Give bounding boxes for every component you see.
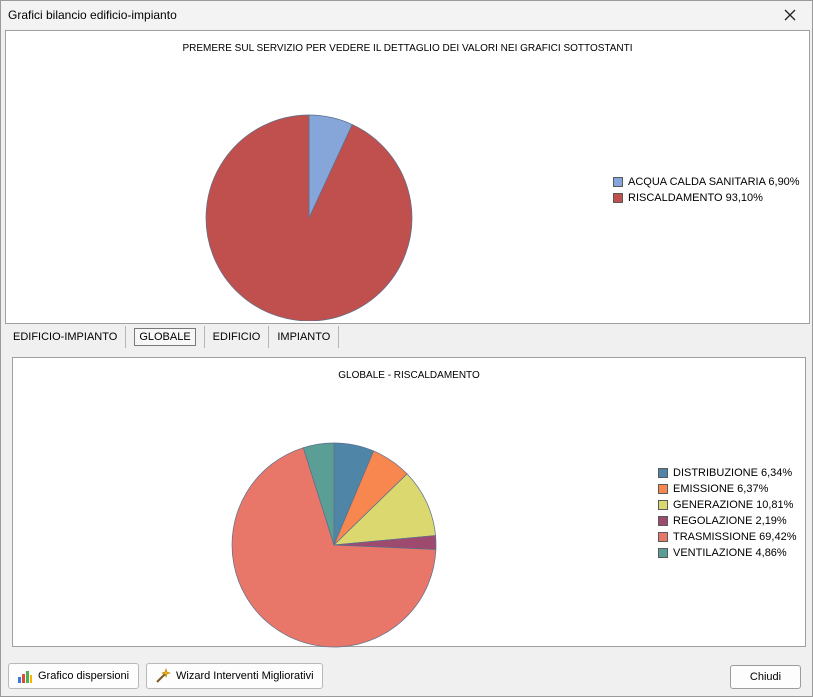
wizard-button[interactable]: Wizard Interventi Migliorativi (146, 663, 323, 689)
tab-label: GLOBALE (134, 328, 196, 346)
legend-item-regolazione[interactable]: REGOLAZIONE 2,19% (658, 515, 787, 527)
tab-impianto[interactable]: IMPIANTO (269, 326, 340, 348)
bottom-pie-chart (231, 442, 437, 648)
pie-slice-ventilazione[interactable] (302, 442, 335, 546)
tab-label: EDIFICIO-IMPIANTO (13, 331, 118, 343)
close-icon (784, 9, 796, 21)
tab-bar: EDIFICIO-IMPIANTO GLOBALE EDIFICIO IMPIA… (5, 326, 340, 348)
legend-item-trasmissione[interactable]: TRASMISSIONE 69,42% (658, 531, 797, 543)
top-pie-chart (205, 114, 413, 321)
legend-item-riscaldamento[interactable]: RISCALDAMENTO 93,10% (613, 192, 763, 204)
legend-item-distribuzione[interactable]: DISTRIBUZIONE 6,34% (658, 467, 792, 479)
legend-label: RISCALDAMENTO 93,10% (628, 192, 763, 204)
legend-swatch (613, 193, 623, 203)
pie-slice-riscaldamento[interactable] (205, 114, 413, 321)
legend-swatch (613, 177, 623, 187)
pie-slice-trasmissione[interactable] (231, 447, 437, 648)
top-chart-title: PREMERE SUL SERVIZIO PER VEDERE IL DETTA… (182, 43, 633, 54)
legend-item-ventilazione[interactable]: VENTILAZIONE 4,86% (658, 547, 787, 559)
title-bar: Grafici bilancio edificio-impianto (1, 1, 812, 29)
window-close-button[interactable] (768, 1, 812, 29)
wizard-wand-icon (155, 668, 171, 684)
legend-swatch (658, 468, 668, 478)
legend-item-acqua[interactable]: ACQUA CALDA SANITARIA 6,90% (613, 176, 800, 188)
button-label: Chiudi (749, 671, 782, 683)
tab-edificio-impianto[interactable]: EDIFICIO-IMPIANTO (5, 326, 127, 348)
legend-label: EMISSIONE 6,37% (673, 483, 769, 495)
tab-globale[interactable]: GLOBALE (126, 326, 205, 348)
legend-item-generazione[interactable]: GENERAZIONE 10,81% (658, 499, 793, 511)
tab-label: IMPIANTO (277, 331, 331, 343)
legend-label: VENTILAZIONE 4,86% (673, 547, 787, 559)
bottom-chart-panel: GLOBALE - RISCALDAMENTO DISTRIBUZIONE 6,… (12, 357, 806, 648)
pie-slice-generazione[interactable] (333, 473, 436, 546)
legend-swatch (658, 516, 668, 526)
legend-label: REGOLAZIONE 2,19% (673, 515, 787, 527)
bottom-chart-title: GLOBALE - RISCALDAMENTO (338, 370, 480, 381)
tab-label: EDIFICIO (212, 331, 261, 343)
legend-item-emissione[interactable]: EMISSIONE 6,37% (658, 483, 768, 495)
legend-swatch (658, 484, 668, 494)
chiudi-button[interactable]: Chiudi (730, 665, 801, 689)
top-chart-panel: PREMERE SUL SERVIZIO PER VEDERE IL DETTA… (5, 30, 810, 324)
legend-label: ACQUA CALDA SANITARIA 6,90% (628, 176, 800, 188)
grafico-dispersioni-button[interactable]: Grafico dispersioni (8, 663, 139, 689)
legend-label: GENERAZIONE 10,81% (673, 499, 794, 511)
bar-chart-icon (17, 669, 33, 683)
legend-label: TRASMISSIONE 69,42% (673, 531, 797, 543)
legend-swatch (658, 548, 668, 558)
legend-swatch (658, 500, 668, 510)
legend-label: DISTRIBUZIONE 6,34% (673, 467, 793, 479)
button-label: Grafico dispersioni (38, 670, 130, 682)
legend-swatch (658, 532, 668, 542)
button-label: Wizard Interventi Migliorativi (176, 670, 314, 682)
window-title: Grafici bilancio edificio-impianto (8, 8, 177, 22)
tab-edificio[interactable]: EDIFICIO (205, 326, 270, 348)
